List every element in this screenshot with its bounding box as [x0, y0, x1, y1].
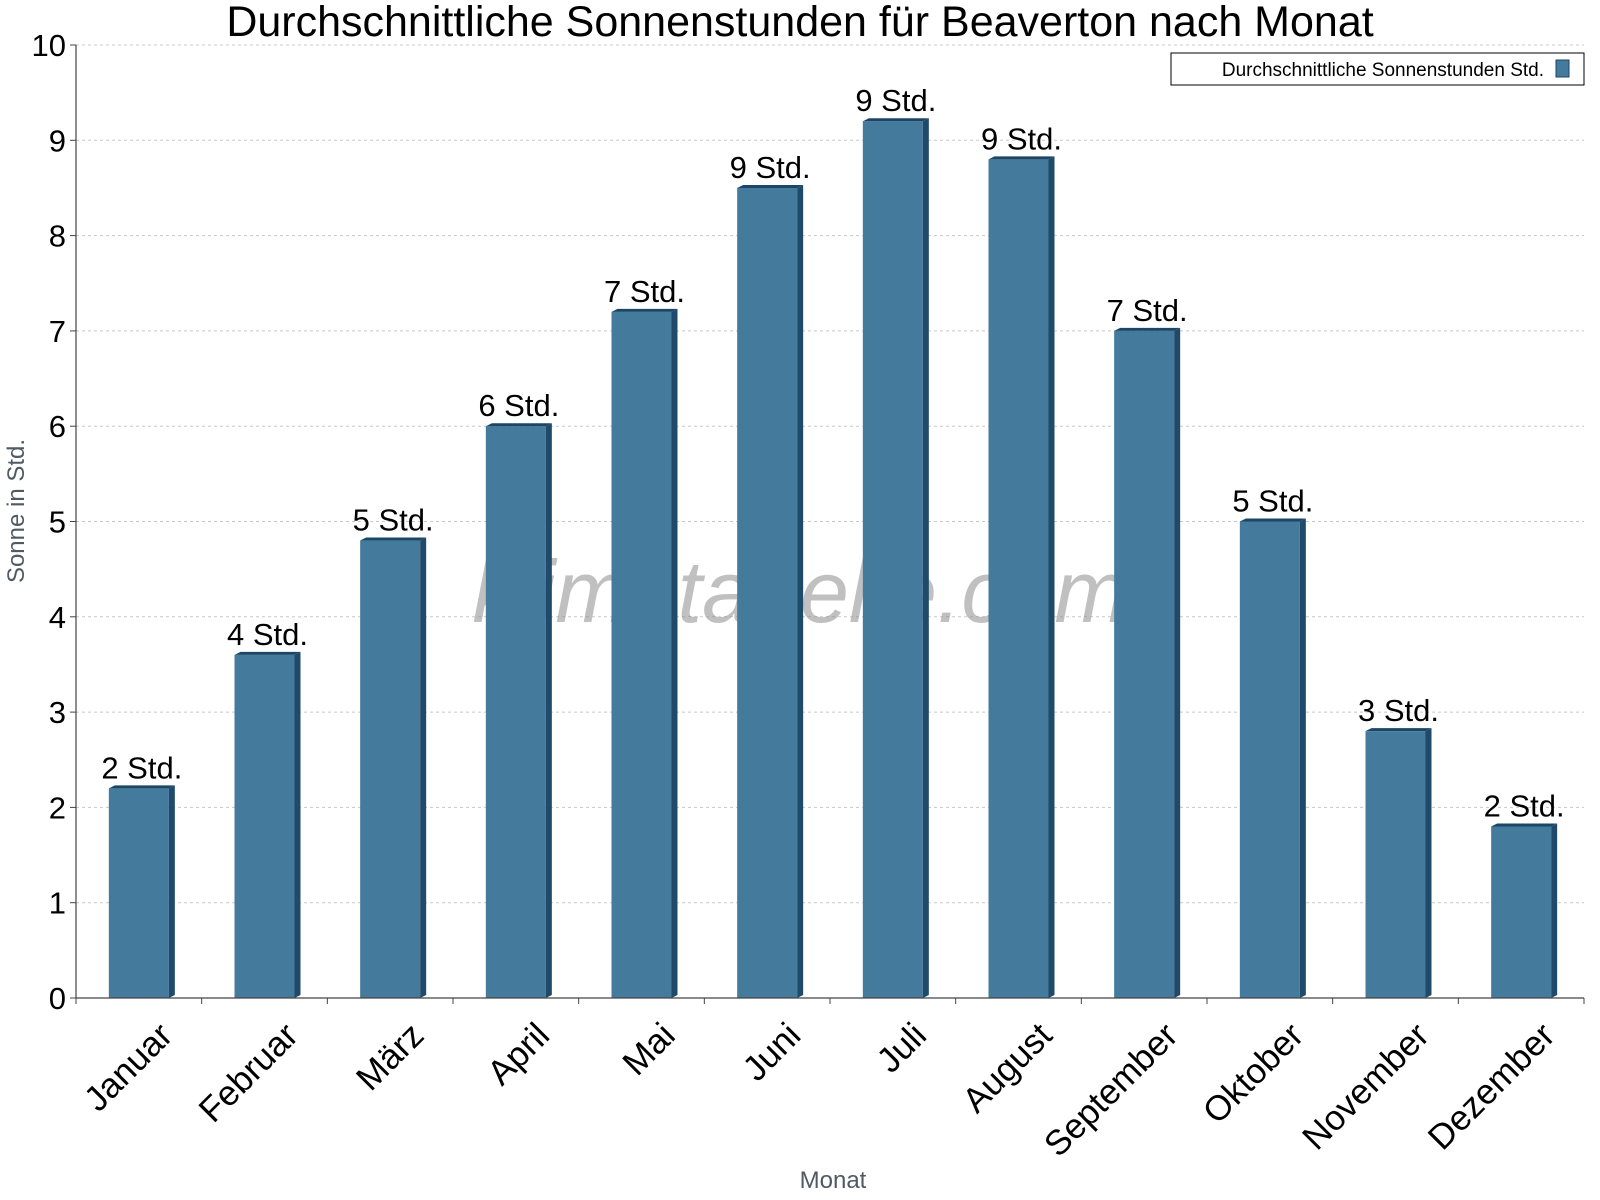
legend: Durchschnittliche Sonnenstunden Std.	[1170, 52, 1585, 86]
bar-top	[988, 156, 1055, 160]
data-label: 6 Std.	[478, 388, 559, 423]
data-label: 4 Std.	[227, 617, 308, 652]
bar-side	[420, 537, 427, 998]
y-tick-labels: 0 1 2 3 4 5 6 7 8 9 10	[32, 28, 66, 1016]
x-tick-label: Januar	[77, 1015, 180, 1118]
bar-top	[862, 118, 929, 122]
data-label: 9 Std.	[730, 150, 811, 185]
bar-front	[611, 311, 672, 999]
bar	[360, 537, 427, 998]
bar-top	[737, 184, 804, 188]
y-tick-label: 4	[49, 600, 66, 635]
x-tick-label: Dezember	[1421, 1015, 1563, 1157]
bar	[862, 118, 929, 999]
bar	[108, 785, 175, 998]
data-label: 7 Std.	[1107, 293, 1188, 328]
bar-top	[611, 308, 678, 312]
y-tick-label: 10	[32, 28, 66, 63]
bar-side	[1048, 156, 1055, 999]
data-label: 5 Std.	[353, 503, 434, 538]
y-tick-label: 3	[49, 695, 66, 730]
bar-side	[1551, 823, 1558, 998]
legend-label: Durchschnittliche Sonnenstunden Std.	[1222, 60, 1544, 81]
bar-side	[1425, 728, 1432, 998]
bar-front	[737, 187, 798, 998]
data-label: 3 Std.	[1358, 693, 1439, 728]
bar-side	[1174, 327, 1181, 998]
y-axis-label: Sonne in Std.	[3, 439, 30, 583]
bars	[108, 118, 1558, 999]
bar-side	[922, 118, 929, 999]
x-tick-label: Juli	[869, 1016, 934, 1081]
bar-front	[485, 426, 546, 998]
x-tick-label: September	[1037, 1015, 1186, 1164]
bar	[1114, 327, 1181, 998]
bar-front	[988, 159, 1049, 999]
bar	[611, 308, 678, 999]
bar-side	[168, 785, 175, 998]
y-tick-label: 1	[49, 886, 66, 921]
bar	[485, 423, 552, 998]
data-labels: 2 Std. 4 Std. 5 Std. 6 Std. 7 Std. 9 Std. 9 St…	[101, 83, 1564, 823]
y-tick-label: 7	[49, 314, 66, 349]
bar-side	[545, 423, 552, 998]
bar-front	[1365, 731, 1426, 998]
bar-top	[1365, 728, 1432, 732]
data-label: 9 Std.	[855, 83, 936, 118]
x-tick-labels: Januar Februar März April Mai Juni Juli AugustS…	[77, 1015, 1563, 1164]
grid-lines	[76, 44, 1584, 904]
bar-top	[234, 651, 301, 655]
y-tick-label: 6	[49, 409, 66, 444]
bar-top	[360, 537, 427, 541]
bar	[234, 651, 301, 998]
x-tick-label: März	[349, 1016, 432, 1099]
bar-front	[360, 540, 421, 998]
bar	[1365, 728, 1432, 998]
bar-front	[234, 654, 295, 998]
bar-front	[1114, 330, 1175, 998]
x-tick-label: Oktober	[1195, 1015, 1311, 1131]
data-label: 2 Std.	[101, 750, 182, 785]
x-tick-label: Februar	[191, 1015, 305, 1129]
bar-front	[862, 121, 923, 999]
data-label: 9 Std.	[981, 121, 1062, 156]
bar-side	[1299, 518, 1306, 998]
bar-top	[1239, 518, 1306, 522]
x-tick-label: April	[480, 1016, 557, 1093]
bar-front	[1491, 826, 1552, 998]
axes	[70, 44, 1585, 1004]
bar-top	[1114, 327, 1181, 331]
bar	[1491, 823, 1558, 998]
bar-side	[671, 308, 678, 999]
y-tick-label: 5	[49, 505, 66, 540]
data-label: 7 Std.	[604, 274, 685, 309]
bar-side	[294, 651, 301, 998]
y-tick-label: 2	[49, 790, 66, 825]
bar-top	[485, 423, 552, 427]
x-tick-label: August	[955, 1015, 1060, 1120]
x-tick-label: Mai	[615, 1016, 682, 1083]
x-axis-label: Monat	[800, 1167, 867, 1194]
y-tick-label: 8	[49, 219, 66, 254]
bar	[1239, 518, 1306, 998]
chart-title: Durchschnittliche Sonnenstunden für Beav…	[226, 0, 1373, 46]
y-tick-label: 0	[49, 981, 66, 1016]
bar-top	[108, 785, 175, 789]
data-label: 5 Std.	[1232, 484, 1313, 519]
y-tick-label: 9	[49, 123, 66, 158]
x-tick-label: November	[1295, 1015, 1437, 1157]
bar-front	[108, 788, 169, 998]
bar-side	[797, 184, 804, 998]
x-tick-label: Juni	[735, 1016, 808, 1089]
bar	[988, 156, 1055, 999]
bar-top	[1491, 823, 1558, 827]
data-label: 2 Std.	[1484, 788, 1565, 823]
legend-box	[1170, 52, 1585, 86]
bar-front	[1239, 521, 1300, 998]
bar	[737, 184, 804, 998]
legend-swatch	[1555, 59, 1570, 78]
